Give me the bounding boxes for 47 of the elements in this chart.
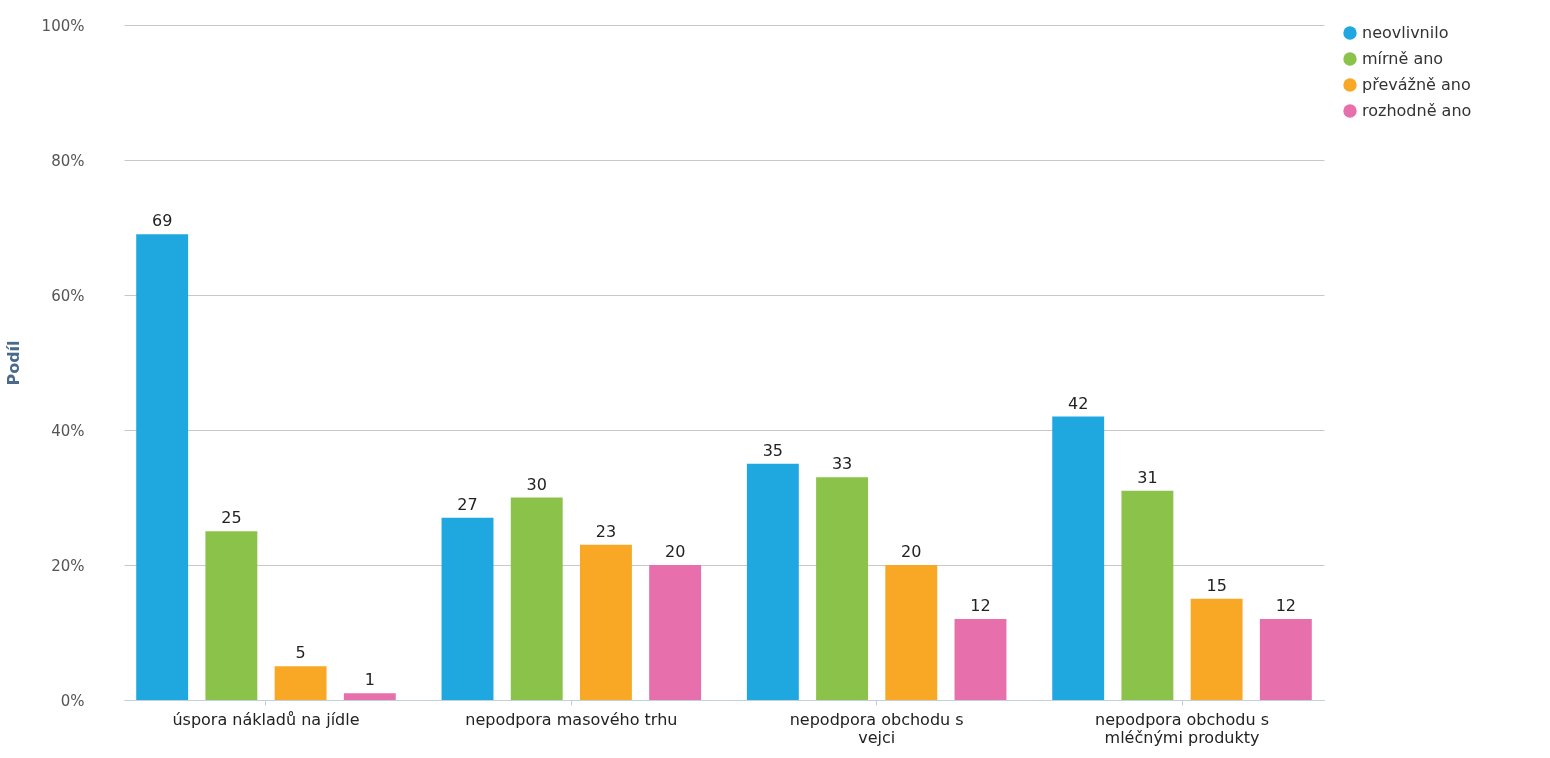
legend-label: převážně ano <box>1362 75 1471 94</box>
y-axis-title: Podíl <box>3 340 23 386</box>
bar <box>1259 619 1312 700</box>
bar <box>579 544 632 700</box>
x-tick-label: nepodpora obchodu s mléčnými produkty <box>1095 709 1269 747</box>
bar <box>954 619 1007 700</box>
x-tick-label: nepodpora masového trhu <box>465 709 678 729</box>
bar <box>746 463 799 700</box>
bar <box>343 693 396 700</box>
data-label: 12 <box>970 596 991 615</box>
bar <box>274 666 327 700</box>
x-tick-label: nepodpora obchodu s vejci <box>789 709 964 747</box>
data-label: 33 <box>831 454 853 474</box>
data-label: 30 <box>526 474 547 494</box>
data-label: 23 <box>595 521 617 541</box>
y-tick-label: 0% <box>60 691 85 710</box>
bar <box>205 531 258 700</box>
data-label: 15 <box>1206 575 1227 595</box>
data-label: 27 <box>457 494 478 514</box>
data-label: 31 <box>1137 467 1158 487</box>
bar <box>1190 598 1243 700</box>
data-label: 1 <box>364 670 375 690</box>
bar <box>1121 490 1174 700</box>
y-tick-label: 80% <box>51 151 85 170</box>
data-label: 20 <box>664 542 686 561</box>
data-label: 35 <box>762 440 784 460</box>
data-label: 5 <box>295 643 306 663</box>
bar <box>885 565 938 700</box>
data-label: 42 <box>1068 393 1089 413</box>
legend-label: rozhodně ano <box>1362 101 1472 120</box>
bar <box>136 234 189 700</box>
data-label: 69 <box>151 211 173 231</box>
bar <box>816 477 869 700</box>
data-label: 20 <box>901 542 922 561</box>
x-tick-label: úspora nákladů na jídle <box>172 709 360 729</box>
bar <box>441 517 494 700</box>
data-label: 25 <box>221 508 242 528</box>
data-label: 12 <box>1275 596 1297 615</box>
legend-label: neovlivnilo <box>1362 23 1449 42</box>
y-tick-label: 20% <box>51 556 85 575</box>
y-tick-label: 100% <box>41 16 85 35</box>
y-tick-label: 60% <box>51 286 85 305</box>
bar <box>649 565 702 700</box>
bar <box>1052 416 1105 700</box>
y-tick-label: 40% <box>51 421 85 440</box>
legend-label: mírně ano <box>1362 49 1444 68</box>
bar <box>510 497 563 700</box>
